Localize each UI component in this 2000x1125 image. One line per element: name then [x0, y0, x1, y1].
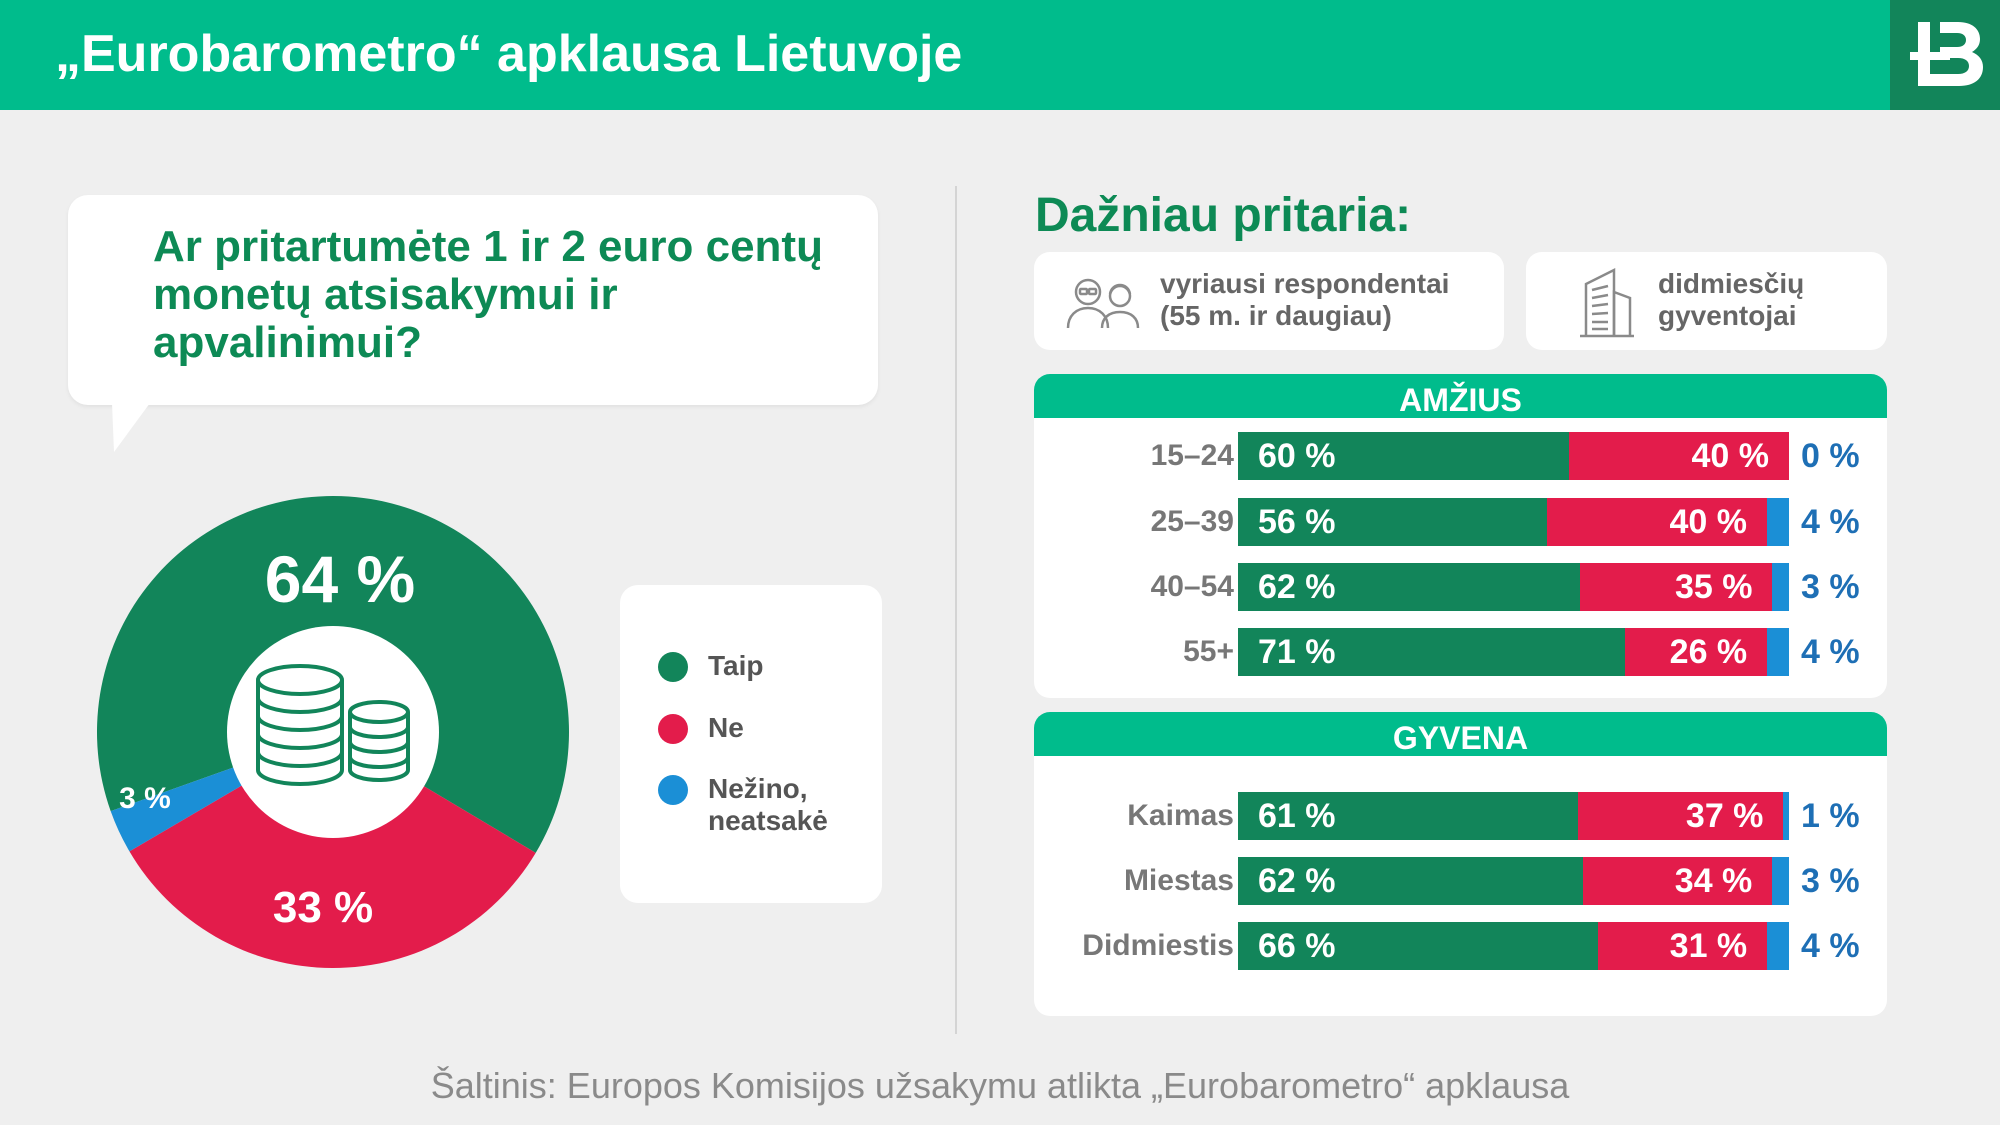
row-label: 55+ [1183, 635, 1234, 668]
legend-dot [658, 652, 688, 682]
card-text: didmiesčių gyventojai [1658, 268, 1805, 331]
page-title: „Eurobarometro“ apklausa Lietuvoje [55, 25, 963, 83]
question-bubble: Ar pritartumėte 1 ir 2 euro centų monetų… [68, 195, 878, 405]
lb-logo [1890, 0, 2000, 110]
bar-value-label: 66 % [1258, 927, 1336, 965]
bar-segment-ne [1598, 922, 1768, 970]
vertical-divider [955, 186, 957, 1034]
bar-segment-taip [1238, 563, 1580, 611]
bar-segment-nezino [1772, 857, 1789, 905]
bar-value-label: 35 % [1674, 568, 1753, 606]
legend-label: Nežino, neatsakė [708, 773, 828, 836]
row-label: 15–24 [1150, 439, 1234, 472]
bar-segment-ne [1625, 628, 1768, 676]
bar-segment-ne [1568, 432, 1789, 480]
bar-value-label-nezino: 4 % [1801, 633, 1860, 671]
living-panel-title: GYVENA [1034, 712, 1887, 756]
card-city: didmiesčių gyventojai [1526, 252, 1887, 350]
bar-segment-ne [1583, 857, 1773, 905]
bar-segment-ne [1577, 792, 1784, 840]
bar-value-label-nezino: 4 % [1801, 927, 1860, 965]
bar-value-label: 40 % [1669, 503, 1747, 541]
legend: Taip Ne Nežino, neatsakė [620, 585, 882, 903]
legend-dot [658, 714, 688, 744]
bar-value-label-nezino: 0 % [1801, 437, 1860, 475]
bar-segment-ne [1579, 563, 1773, 611]
bar-value-label: 34 % [1674, 862, 1753, 900]
age-panel: AMŽIUS 15–24 60 % 40 % 0 % 25–39 56 % 40 % 4 % 4… [1034, 374, 1887, 698]
card-text: vyriausi respondentai (55 m. ir daugiau) [1160, 268, 1450, 331]
skyscraper-icon [1580, 267, 1634, 338]
bar-value-label-nezino: 3 % [1801, 568, 1860, 606]
bar-value-label: 37 % [1685, 797, 1764, 835]
bar-value-label: 40 % [1691, 437, 1770, 475]
bar-segment-ne [1546, 498, 1767, 546]
bar-value-label: 62 % [1258, 568, 1336, 606]
source-note: Šaltinis: Europos Komisijos užsakymu atl… [430, 1065, 1570, 1106]
bar-value-label: 71 % [1258, 633, 1336, 671]
question-text: Ar pritartumėte 1 ir 2 euro centų monetų… [153, 222, 823, 367]
bar-value-label-nezino: 3 % [1801, 862, 1860, 900]
row-label: Didmiestis [1082, 929, 1234, 962]
bar-segment-taip [1238, 857, 1584, 905]
bar-value-label: 26 % [1669, 633, 1748, 671]
card-oldest: vyriausi respondentai (55 m. ir daugiau) [1034, 252, 1504, 350]
legend-label: Taip [708, 650, 764, 681]
bar-segment-nezino [1772, 563, 1789, 611]
bar-segment-taip [1238, 922, 1599, 970]
lb-logo-icon [1910, 22, 1983, 86]
bar-segment-nezino [1767, 628, 1789, 676]
bar-value-label: 31 % [1669, 927, 1748, 965]
bar-segment-taip [1238, 498, 1547, 546]
bar-segment-nezino [1783, 792, 1789, 840]
legend-label: Ne [708, 712, 744, 743]
bar-value-label: 62 % [1258, 862, 1336, 900]
bar-value-label-nezino: 1 % [1801, 797, 1860, 835]
row-label: 25–39 [1150, 505, 1234, 538]
bar-value-label-nezino: 4 % [1801, 503, 1860, 541]
legend-dot [658, 775, 688, 805]
bar-segment-taip [1238, 432, 1569, 480]
bar-segment-taip [1238, 792, 1578, 840]
bar-value-label: 56 % [1258, 503, 1336, 541]
bar-segment-nezino [1766, 498, 1789, 546]
bar-value-label: 61 % [1258, 797, 1336, 835]
row-label: Miestas [1123, 864, 1234, 897]
elderly-couple-icon [1066, 278, 1140, 329]
header-bar: „Eurobarometro“ apklausa Lietuvoje [0, 0, 2000, 110]
bar-value-label: 60 % [1258, 437, 1336, 475]
row-label: Kaimas [1127, 799, 1234, 832]
bar-segment-nezino [1767, 922, 1789, 970]
age-panel-title: AMŽIUS [1034, 374, 1887, 418]
bar-segment-taip [1238, 628, 1626, 676]
row-label: 40–54 [1150, 570, 1234, 603]
section-title: Dažniau pritaria: [1035, 189, 1412, 242]
living-panel: GYVENA Kaimas 61 % 37 % 1 % Miestas 62 % 34 % 3… [1034, 712, 1887, 1016]
